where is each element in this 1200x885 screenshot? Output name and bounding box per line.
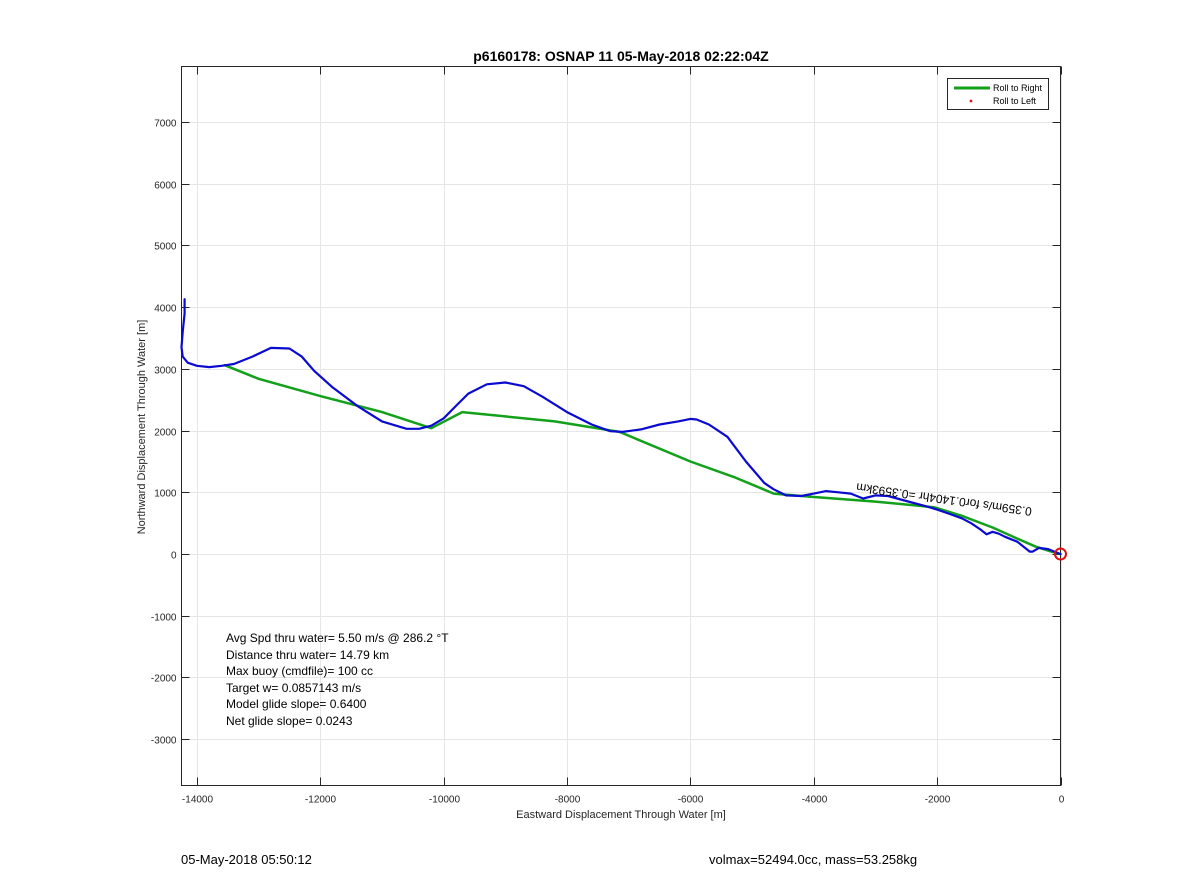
y-tick-label: 6000 bbox=[154, 181, 177, 192]
stats-text-box: Avg Spd thru water= 5.50 m/s @ 286.2 °T … bbox=[226, 631, 449, 728]
legend-box bbox=[947, 78, 1049, 110]
track-line bbox=[180, 298, 1062, 556]
y-tick-label: 5000 bbox=[154, 242, 177, 253]
y-tick-label: 4000 bbox=[154, 304, 177, 315]
stats-line: Avg Spd thru water= 5.50 m/s @ 286.2 °T bbox=[226, 631, 449, 645]
x-tick-label: -8000 bbox=[555, 795, 581, 806]
end-position-marker bbox=[1054, 547, 1067, 561]
y-tick-label: -3000 bbox=[151, 736, 177, 747]
series-layer bbox=[180, 298, 1062, 556]
legend-label-roll-left: Roll to Left bbox=[993, 96, 1037, 106]
y-tick-label: -2000 bbox=[151, 674, 177, 685]
plot-area bbox=[181, 66, 1061, 786]
footer-vehicle-params: volmax=52494.0cc, mass=53.258kg bbox=[709, 852, 918, 867]
footer-timestamp: 05-May-2018 05:50:12 bbox=[181, 852, 312, 867]
series-roll-to-right-line bbox=[223, 363, 1062, 556]
x-tick-label: -2000 bbox=[925, 795, 951, 806]
x-tick-label: -4000 bbox=[802, 795, 828, 806]
stats-line: Max buoy (cmdfile)= 100 cc bbox=[226, 664, 373, 678]
axis-ticks: -14000 -12000 -10000 -8000 -6000 -4000 -2000 0-… bbox=[151, 66, 1065, 806]
x-tick-label: -10000 bbox=[429, 795, 461, 806]
stats-line: Target w= 0.0857143 m/s bbox=[226, 681, 361, 695]
y-tick-label: 0 bbox=[171, 551, 177, 562]
x-tick-label: -12000 bbox=[305, 795, 337, 806]
x-tick-label: -14000 bbox=[182, 795, 214, 806]
y-tick-label: 1000 bbox=[154, 489, 177, 500]
legend-label-roll-right: Roll to Right bbox=[993, 83, 1043, 93]
stats-line: Model glide slope= 0.6400 bbox=[226, 697, 367, 711]
stats-line: Net glide slope= 0.0243 bbox=[226, 714, 353, 728]
x-tick-label: -6000 bbox=[678, 795, 704, 806]
x-tick-label: 0 bbox=[1059, 795, 1065, 806]
y-axis-label: Northward Displacement Through Water [m] bbox=[136, 320, 148, 535]
y-tick-label: 3000 bbox=[154, 366, 177, 377]
legend: Roll to Right Roll to Left bbox=[947, 78, 1049, 110]
chart-title: p6160178: OSNAP 11 05-May-2018 02:22:04Z bbox=[473, 48, 769, 64]
legend-swatch-roll-left bbox=[969, 99, 973, 103]
x-axis-label: Eastward Displacement Through Water [m] bbox=[516, 809, 726, 821]
y-tick-label: 7000 bbox=[154, 119, 177, 130]
y-tick-label: -1000 bbox=[151, 613, 177, 624]
stats-line: Distance thru water= 14.79 km bbox=[226, 648, 389, 662]
y-tick-label: 2000 bbox=[154, 428, 177, 439]
